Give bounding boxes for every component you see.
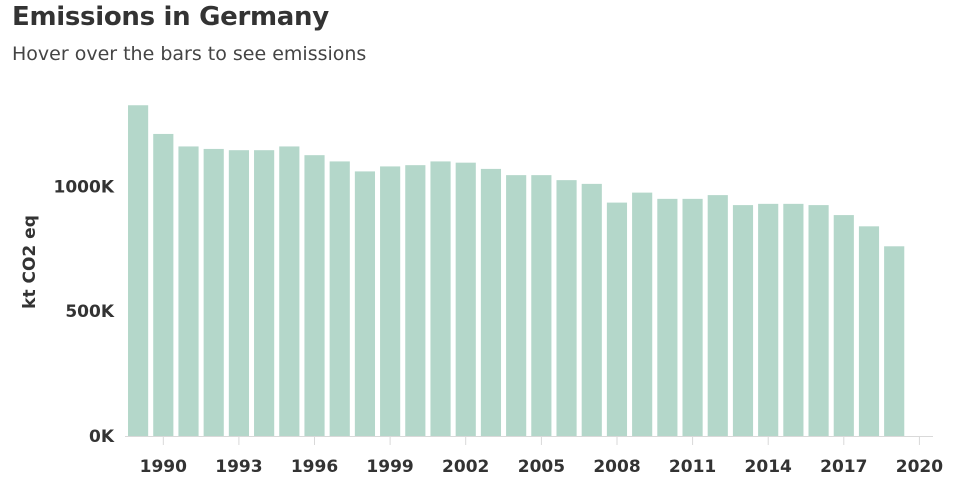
bar-1993[interactable] [228,150,249,436]
chart-title: Emissions in Germany [12,2,329,32]
bar-1990[interactable] [153,133,174,436]
bar-2015[interactable] [783,203,804,436]
x-tick-label: 2020 [896,457,943,477]
y-tick-label: 0K [89,427,115,447]
bar-1996[interactable] [304,155,325,437]
bar-1995[interactable] [279,146,300,436]
bars-group [128,105,905,437]
bar-1989[interactable] [128,105,149,436]
x-tick-label: 1996 [291,457,338,477]
x-tick-label: 1990 [140,457,187,477]
bar-2008[interactable] [606,202,628,436]
x-tick-label: 2011 [669,457,716,477]
bar-2012[interactable] [707,195,728,436]
x-axis-ticks: 1990 1993 1996 1999 2002 2005 2008 2011 2014 2017… [140,437,943,477]
bar-2000[interactable] [405,165,426,436]
bar-2005[interactable] [531,175,552,436]
bar-2007[interactable] [581,183,602,436]
x-tick-label: 2008 [593,457,640,477]
bar-1992[interactable] [203,148,224,436]
y-tick-label: 1000K [54,177,115,197]
x-tick-label: 2017 [820,457,867,477]
bar-2006[interactable] [556,180,577,436]
x-tick-label: 2002 [442,457,489,477]
bar-2004[interactable] [506,175,527,436]
chart-subtitle: Hover over the bars to see emissions [12,43,367,65]
y-axis-ticks: 0K 500K 1000K [54,177,115,447]
x-tick-label: 2005 [518,457,565,477]
bar-2013[interactable] [732,205,754,436]
bar-2016[interactable] [808,205,829,436]
bar-2010[interactable] [657,198,678,436]
bar-2003[interactable] [480,168,502,436]
bar-1991[interactable] [178,146,199,436]
bar-2017[interactable] [833,215,854,436]
bar-2002[interactable] [455,162,476,436]
bar-1999[interactable] [380,166,401,436]
x-tick-label: 1993 [215,457,262,477]
y-axis-label: kt CO2 eq [20,215,40,309]
x-tick-label: 2014 [745,457,792,477]
bar-2018[interactable] [858,226,880,436]
bar-1994[interactable] [254,150,275,436]
bar-2001[interactable] [430,161,451,436]
bar-2014[interactable] [758,203,779,436]
bar-2011[interactable] [682,198,703,436]
bar-2009[interactable] [632,192,653,436]
bar-1998[interactable] [354,171,376,436]
bar-2019[interactable] [884,246,905,436]
x-tick-label: 1999 [366,457,413,477]
bar-1997[interactable] [329,161,350,436]
y-tick-label: 500K [65,302,114,322]
